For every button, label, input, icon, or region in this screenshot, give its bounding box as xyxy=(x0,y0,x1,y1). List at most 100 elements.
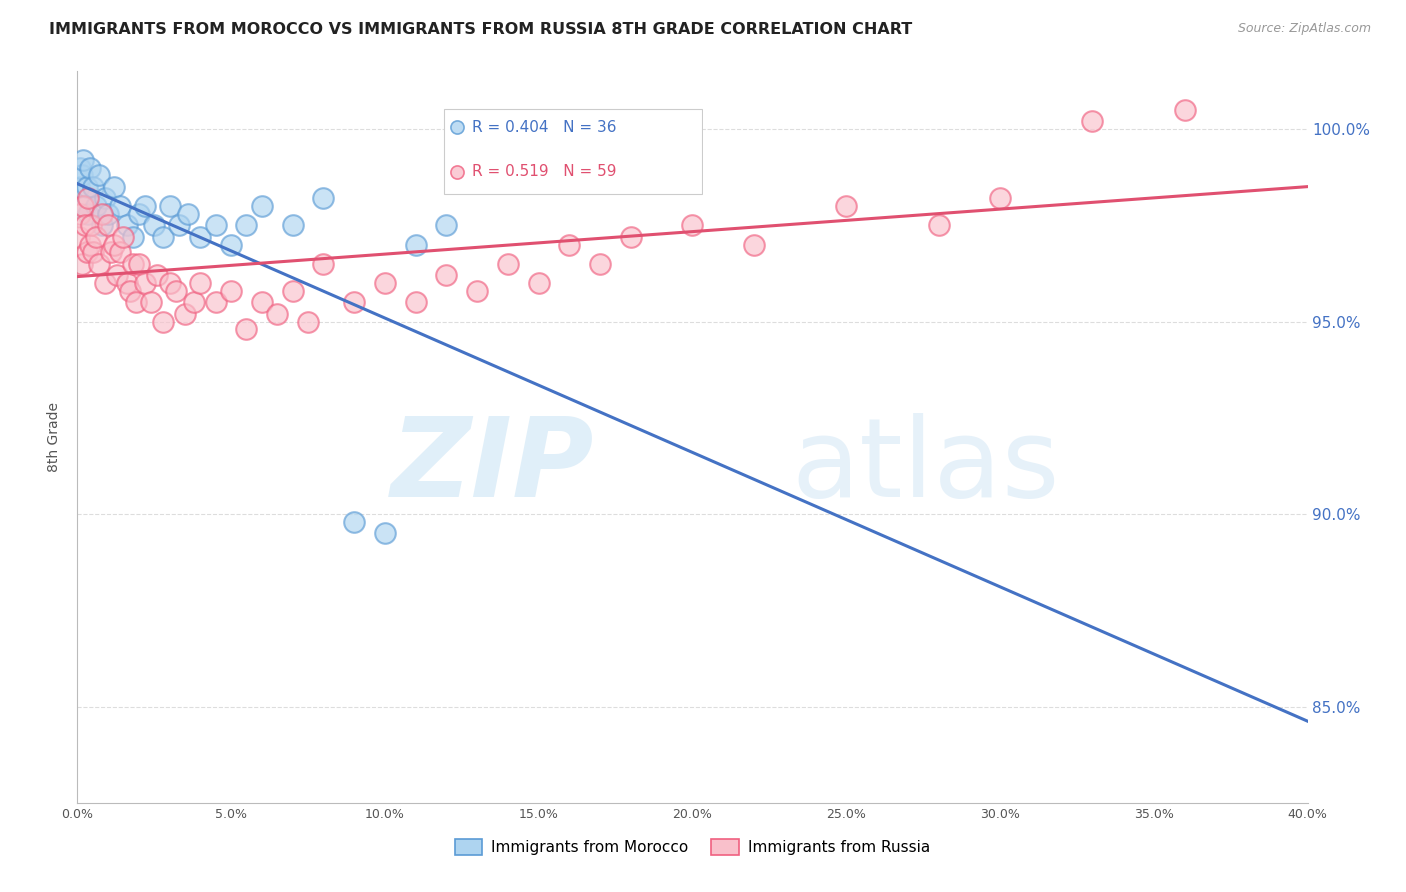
Point xyxy=(82,245,104,260)
Point xyxy=(80,219,103,233)
Point xyxy=(250,199,273,213)
Point xyxy=(204,295,226,310)
Point xyxy=(69,161,91,175)
Point xyxy=(436,219,458,233)
Point xyxy=(121,257,143,271)
Point xyxy=(374,276,396,290)
Point xyxy=(100,245,122,260)
Point xyxy=(67,179,90,194)
Point xyxy=(110,199,132,213)
Point xyxy=(112,230,135,244)
Point xyxy=(87,257,110,271)
Point xyxy=(188,230,212,244)
Point xyxy=(188,276,212,290)
Point xyxy=(105,268,128,283)
Point xyxy=(70,257,93,271)
Point xyxy=(165,284,187,298)
Point xyxy=(143,219,166,233)
Point xyxy=(94,276,117,290)
Point xyxy=(87,169,110,183)
Point xyxy=(103,179,125,194)
Point xyxy=(90,219,114,233)
Point xyxy=(436,268,458,283)
Point xyxy=(115,219,138,233)
Point xyxy=(297,315,319,329)
Point xyxy=(77,191,100,205)
Point xyxy=(183,295,205,310)
Point xyxy=(152,230,174,244)
Text: atlas: atlas xyxy=(792,413,1059,520)
Point xyxy=(97,219,120,233)
Text: Source: ZipAtlas.com: Source: ZipAtlas.com xyxy=(1237,22,1371,36)
Point xyxy=(343,295,366,310)
Point xyxy=(134,199,156,213)
Point xyxy=(110,245,132,260)
Point xyxy=(118,284,141,298)
Point xyxy=(250,295,273,310)
Point xyxy=(266,307,288,321)
Point xyxy=(84,199,107,213)
Point xyxy=(73,199,96,213)
Text: ZIP: ZIP xyxy=(391,413,595,520)
Point xyxy=(988,191,1011,205)
Point xyxy=(928,219,950,233)
Point xyxy=(134,276,156,290)
Point xyxy=(94,191,117,205)
Point xyxy=(79,237,101,252)
Point xyxy=(405,295,427,310)
Point xyxy=(589,257,612,271)
Point xyxy=(219,237,242,252)
Point xyxy=(682,219,704,233)
Point xyxy=(281,284,304,298)
Text: R = 0.404   N = 36: R = 0.404 N = 36 xyxy=(471,120,616,135)
Point xyxy=(405,237,427,252)
Point xyxy=(77,207,100,221)
FancyBboxPatch shape xyxy=(444,109,702,194)
Point xyxy=(103,237,125,252)
Point xyxy=(69,207,91,221)
Point xyxy=(72,199,94,213)
Text: IMMIGRANTS FROM MOROCCO VS IMMIGRANTS FROM RUSSIA 8TH GRADE CORRELATION CHART: IMMIGRANTS FROM MOROCCO VS IMMIGRANTS FR… xyxy=(49,22,912,37)
Point xyxy=(312,191,335,205)
Point xyxy=(90,207,114,221)
Y-axis label: 8th Grade: 8th Grade xyxy=(48,402,62,472)
Point xyxy=(146,268,169,283)
Point xyxy=(84,230,107,244)
Point xyxy=(204,219,226,233)
Legend: Immigrants from Morocco, Immigrants from Russia: Immigrants from Morocco, Immigrants from… xyxy=(449,833,936,861)
Text: R = 0.519   N = 59: R = 0.519 N = 59 xyxy=(471,164,616,179)
Point xyxy=(115,276,138,290)
Point xyxy=(167,219,190,233)
Point xyxy=(72,153,94,167)
Point xyxy=(152,315,174,329)
Point xyxy=(82,179,104,194)
Point xyxy=(1174,103,1197,117)
Point xyxy=(70,169,93,183)
Point xyxy=(281,219,304,233)
Point xyxy=(446,120,468,135)
Point xyxy=(97,207,120,221)
Point xyxy=(219,284,242,298)
Point xyxy=(159,199,181,213)
Point xyxy=(620,230,643,244)
Point xyxy=(742,237,765,252)
Point xyxy=(496,257,519,271)
Point xyxy=(446,164,468,178)
Point xyxy=(343,515,366,529)
Point xyxy=(76,245,98,260)
Point xyxy=(174,307,197,321)
Point xyxy=(67,230,90,244)
Point xyxy=(128,207,150,221)
Point xyxy=(121,230,143,244)
Point xyxy=(125,295,148,310)
Point xyxy=(835,199,858,213)
Point xyxy=(159,276,181,290)
Point xyxy=(235,322,257,336)
Point xyxy=(141,295,163,310)
Point xyxy=(128,257,150,271)
Point xyxy=(527,276,550,290)
Point xyxy=(465,284,488,298)
Point xyxy=(312,257,335,271)
Point xyxy=(73,219,96,233)
Point xyxy=(76,179,98,194)
